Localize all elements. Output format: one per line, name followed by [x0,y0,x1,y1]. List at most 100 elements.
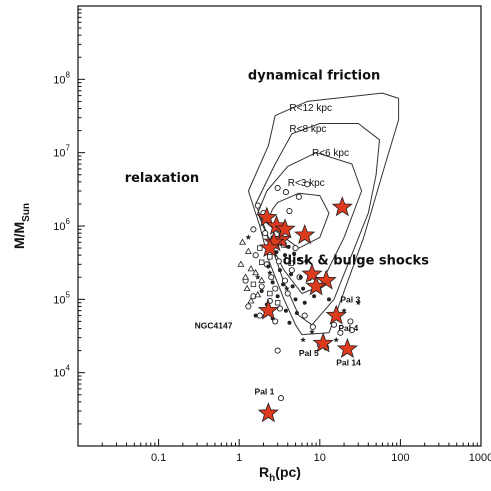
triangle-marker [243,284,251,292]
x-tick-label: 10 [314,452,326,464]
x-tick-label: 0.1 [151,452,166,464]
dot-marker [304,259,309,264]
small-star-marker [245,234,252,240]
circle-marker [276,305,283,312]
x-axis-ticks: 0.1 1 10 100 1000 [77,439,491,464]
dot-marker [270,280,275,285]
star-marker [301,263,323,284]
triangle-marker [252,268,260,276]
triangle-marker [247,297,255,304]
x-tick-label: 1 [236,452,242,464]
contour-line [247,92,400,336]
cluster-label: Pal 14 [336,358,361,368]
star-marker [305,275,327,296]
dot-marker [301,286,306,291]
small-star-marker [266,269,273,276]
dot-marker [298,275,303,280]
star-marker [274,218,296,239]
small-star-marker [283,285,290,292]
circle-marker [274,347,281,354]
contour-label: R<6 kpc [312,148,349,159]
dot-marker [266,264,271,269]
y-axis-ticks: 104 105 106 107 108 [53,8,85,447]
small-star-marker [341,307,347,314]
square-marker [288,260,294,267]
circle-marker [272,318,279,325]
dot-marker [253,313,258,318]
square-marker [257,245,263,251]
star-marker [257,402,279,423]
contour-label: R<12 kpc [289,103,332,114]
dot-marker [282,253,287,258]
circle-marker [274,184,281,192]
dot-marker [286,244,291,249]
circle-marker [272,285,279,292]
y-tick-label: 108 [53,70,70,86]
small-star-marker [254,274,261,280]
y-tick-label: 106 [53,217,70,233]
region-label: relaxation [125,171,199,186]
y-tick-label: 105 [53,290,70,306]
dot-marker [294,311,299,316]
y-tick-label: 107 [53,144,70,160]
dot-marker [312,294,317,299]
x-axis-label-sub: h [269,473,275,484]
triangle-marker [237,260,245,267]
small-star-marker [333,336,340,343]
x-tick-label: 1000 [469,452,491,464]
circle-marker [277,395,285,402]
circle-marker [295,193,302,200]
x-tick-label: 100 [391,452,409,464]
circle-marker [281,277,289,284]
star-marker [294,224,316,245]
star-marker [257,299,279,320]
star-marker [336,337,358,359]
small-star-marker [309,328,315,335]
circle-marker [284,290,291,297]
region-label: dynamical friction [248,68,380,83]
star-marker [259,236,281,258]
dot-marker [289,272,294,277]
dot-marker [302,300,307,305]
cluster-label: Pal 3 [340,295,360,305]
star-marker [315,269,337,290]
circle-marker [250,226,257,233]
triangle-marker [258,276,266,284]
circle-marker [301,312,308,319]
star-marker [312,332,334,353]
circle-marker [275,258,282,265]
star-marker [256,206,278,227]
y-tick-label: 104 [53,364,70,380]
small-star-marker [300,336,306,343]
circle-marker [337,329,344,336]
small-star-marker [355,299,362,306]
triangle-marker [247,265,255,272]
circle-marker [309,323,316,331]
chart-labels: dynamical friction relaxation disk & bulge… [125,68,430,396]
axis-titles: Rh(pc) M/MSun [11,203,301,484]
contour-line [257,152,363,294]
triangle-marker [244,247,252,254]
circle-marker [254,202,261,209]
circle-marker [256,312,263,319]
square-marker [258,259,265,265]
dot-marker [259,288,264,293]
triangle-marker [239,238,247,245]
circle-marker [262,230,269,237]
star-marker [331,196,353,217]
triangle-marker [254,291,262,298]
contour-label: R<8 kpc [289,124,326,135]
circle-marker [330,321,338,328]
x-axis-label-main: R [259,464,269,480]
circle-marker [292,245,299,252]
dot-marker [275,294,280,299]
circle-marker [252,252,259,259]
y-axis-label-sub: Sun [21,203,32,222]
star-marker [325,304,347,325]
y-axis-label-main: M/M [11,222,27,249]
dot-marker [293,297,298,302]
circle-marker [282,189,289,196]
triangle-marker [242,273,250,280]
dot-marker [281,282,286,287]
